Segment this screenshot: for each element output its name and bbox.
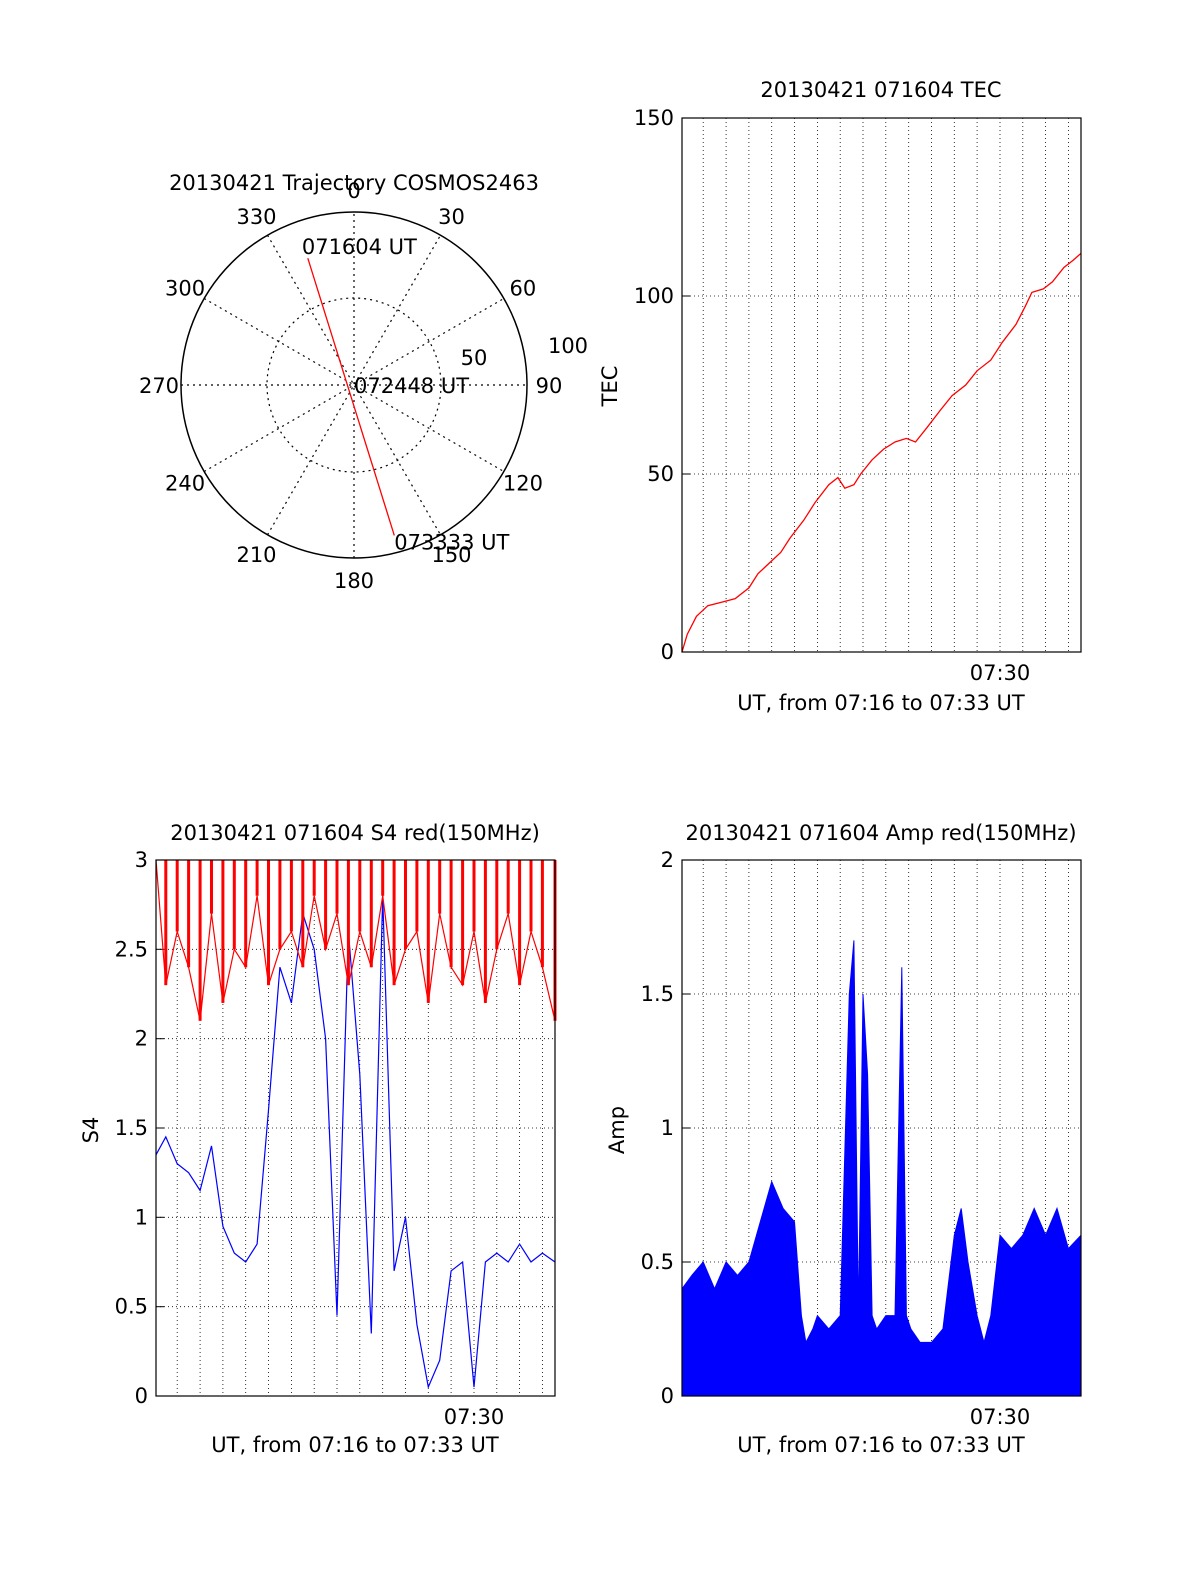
plot-frame bbox=[681, 859, 1082, 1397]
polar-radius-labels: 50 100 bbox=[461, 334, 588, 370]
trajectory-start-label: 071604 UT bbox=[302, 235, 417, 259]
trajectory: 071604 UT 072448 UT 073333 UT bbox=[302, 235, 510, 554]
x-tick-label: 07:30 bbox=[444, 1405, 505, 1429]
polar-angle-label: 210 bbox=[236, 543, 276, 567]
polar-angle-label: 0 bbox=[347, 179, 360, 203]
s4-xlabel: UT, from 07:16 to 07:33 UT bbox=[211, 1433, 499, 1457]
y-tick-label: 0 bbox=[661, 1384, 674, 1408]
x-tick-label: 07:30 bbox=[970, 1405, 1031, 1429]
polar-angle-label: 120 bbox=[503, 472, 543, 496]
polar-angle-label: 30 bbox=[438, 205, 465, 229]
polar-spoke bbox=[203, 297, 505, 473]
y-tick-label: 2 bbox=[135, 1027, 148, 1051]
s4-axes: 0 0.5 1 1.5 2 2.5 3 07:30 bbox=[115, 848, 557, 1429]
amp-axes: 0 0.5 1 1.5 2 07:30 bbox=[641, 848, 1082, 1429]
trajectory-line bbox=[307, 258, 395, 536]
tec-ylabel: TEC bbox=[598, 366, 622, 408]
polar-trajectory-panel: 20130421 Trajectory COSMOS2463 0 30 60 90 12… bbox=[139, 171, 588, 593]
series-spikes bbox=[164, 860, 557, 1021]
y-tick-label: 0.5 bbox=[641, 1250, 674, 1274]
y-tick-label: 0 bbox=[135, 1384, 148, 1408]
polar-angle-label: 150 bbox=[431, 543, 471, 567]
plot-frame bbox=[681, 117, 1082, 653]
y-tick-label: 0.5 bbox=[115, 1295, 148, 1319]
y-tick-label: 1 bbox=[135, 1205, 148, 1229]
tec-title: 20130421 071604 TEC bbox=[760, 78, 1001, 102]
series-line bbox=[681, 252, 1082, 653]
series-line bbox=[155, 895, 556, 1390]
y-tick-label: 0 bbox=[661, 640, 674, 664]
trajectory-mid-label: 072448 UT bbox=[354, 374, 469, 398]
s4-title: 20130421 071604 S4 red(150MHz) bbox=[170, 821, 540, 845]
amp-title: 20130421 071604 Amp red(150MHz) bbox=[685, 821, 1076, 845]
polar-angle-label: 240 bbox=[165, 472, 205, 496]
amp-panel: 20130421 071604 Amp red(150MHz) Amp UT, … bbox=[605, 821, 1082, 1457]
y-tick-label: 2 bbox=[661, 848, 674, 872]
polar-angle-label: 60 bbox=[510, 277, 537, 301]
trajectory-end-label: 073333 UT bbox=[394, 530, 509, 554]
polar-spoke bbox=[266, 234, 442, 536]
s4-ylabel: S4 bbox=[79, 1117, 103, 1144]
polar-angle-labels: 0 30 60 90 120 150 180 210 240 270 300 330 bbox=[139, 179, 562, 593]
polar-spoke bbox=[203, 297, 505, 473]
y-tick-label: 100 bbox=[634, 284, 674, 308]
y-tick-label: 150 bbox=[634, 106, 674, 130]
polar-grid bbox=[180, 211, 528, 559]
polar-angle-label: 330 bbox=[236, 205, 276, 229]
s4-panel: 20130421 071604 S4 red(150MHz) S4 UT, fr… bbox=[79, 821, 557, 1457]
polar-radius-label: 100 bbox=[548, 334, 588, 358]
y-tick-label: 1 bbox=[661, 1116, 674, 1140]
amp-ylabel: Amp bbox=[605, 1106, 629, 1154]
amp-xlabel: UT, from 07:16 to 07:33 UT bbox=[737, 1433, 1025, 1457]
series-line bbox=[155, 859, 556, 1021]
polar-angle-label: 180 bbox=[334, 569, 374, 593]
y-tick-label: 1.5 bbox=[641, 982, 674, 1006]
tec-axes: 0 50 100 150 07:30 bbox=[634, 106, 1082, 685]
polar-angle-label: 300 bbox=[165, 277, 205, 301]
polar-angle-label: 270 bbox=[139, 374, 179, 398]
y-tick-label: 50 bbox=[647, 462, 674, 486]
y-tick-label: 2.5 bbox=[115, 937, 148, 961]
tec-xlabel: UT, from 07:16 to 07:33 UT bbox=[737, 691, 1025, 715]
polar-angle-label: 90 bbox=[536, 374, 563, 398]
polar-spoke bbox=[266, 234, 442, 536]
polar-title: 20130421 Trajectory COSMOS2463 bbox=[169, 171, 539, 195]
x-tick-label: 07:30 bbox=[970, 661, 1031, 685]
plot-frame bbox=[155, 859, 556, 1397]
y-tick-label: 1.5 bbox=[115, 1116, 148, 1140]
polar-radius-label: 50 bbox=[461, 346, 488, 370]
tec-panel: 20130421 071604 TEC TEC UT, from 07:16 t… bbox=[598, 78, 1082, 715]
y-tick-label: 3 bbox=[135, 848, 148, 872]
series-area bbox=[681, 940, 1082, 1397]
